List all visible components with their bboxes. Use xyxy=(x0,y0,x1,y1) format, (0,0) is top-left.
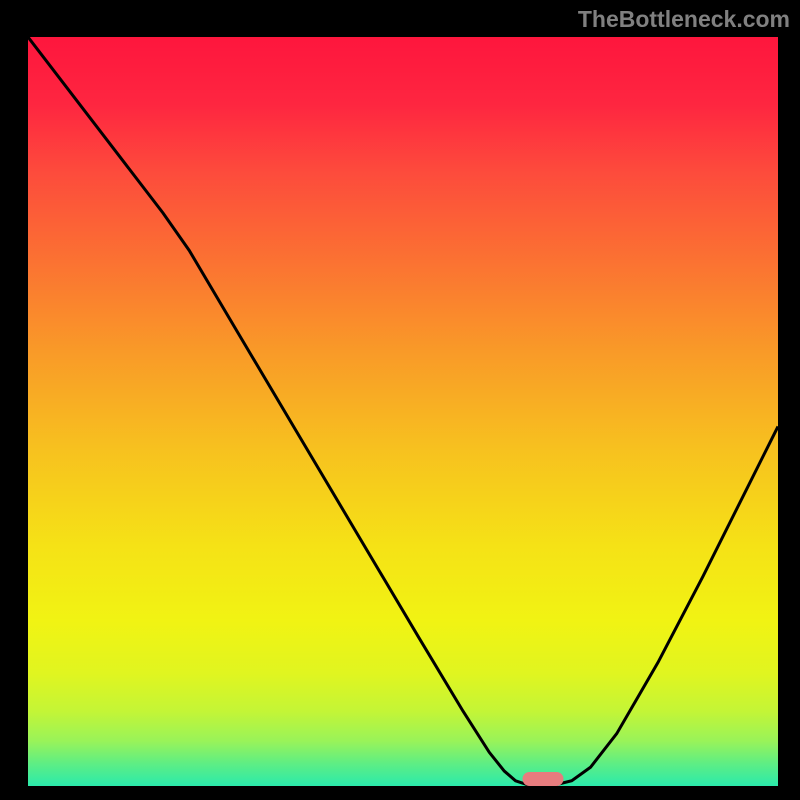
chart-optimal-marker xyxy=(523,772,564,786)
bottleneck-curve-path xyxy=(28,37,778,785)
chart-plot-area xyxy=(28,37,778,786)
watermark-text: TheBottleneck.com xyxy=(578,6,790,33)
chart-curve xyxy=(28,37,778,786)
